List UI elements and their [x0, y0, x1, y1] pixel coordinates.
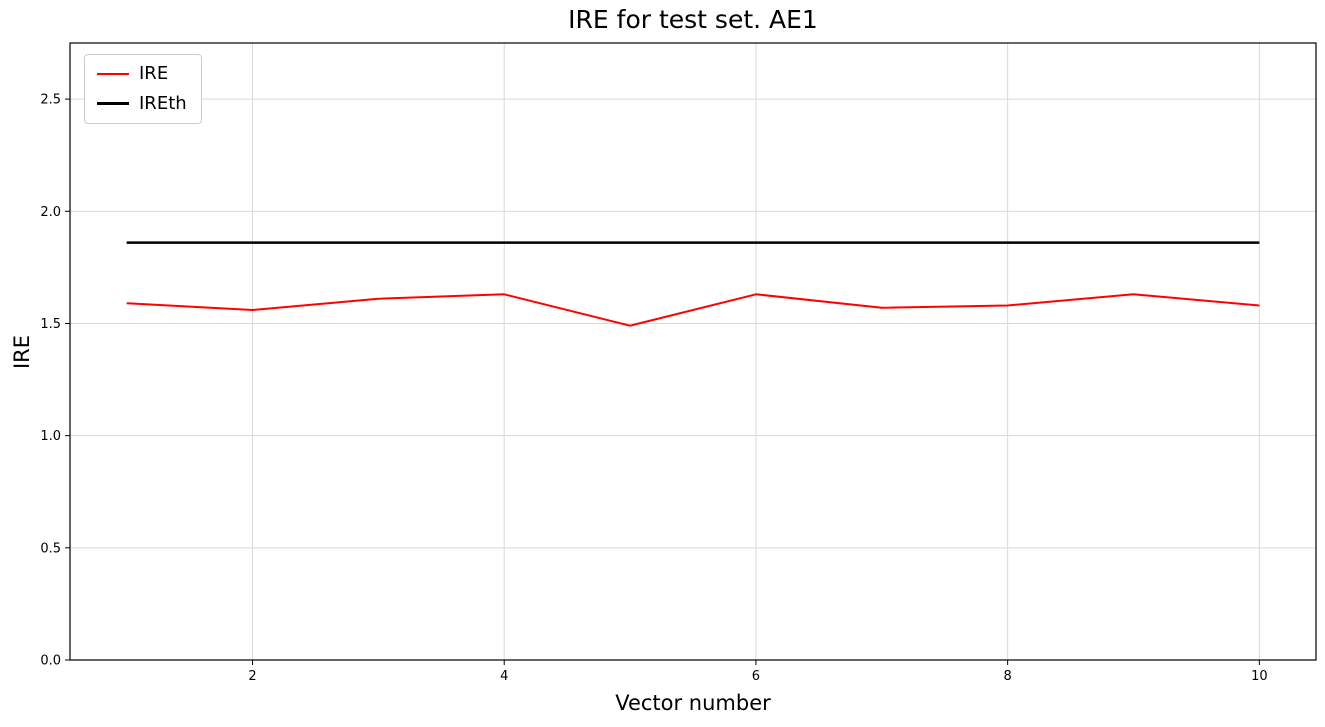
- series-line-ire: [126, 293, 1260, 327]
- legend: IRE IREth: [84, 54, 202, 124]
- chart-title: IRE for test set. AE1: [568, 5, 818, 34]
- legend-line-sample-ire: [97, 72, 129, 75]
- y-tick-label: 0.0: [40, 654, 61, 669]
- x-tick-label: 6: [752, 669, 760, 684]
- y-tick-label: 2.5: [40, 93, 61, 108]
- legend-label-ireth: IREth: [139, 92, 187, 114]
- y-axis-label: IRE: [10, 334, 34, 370]
- legend-item-ire: IRE: [97, 64, 187, 84]
- x-tick-label: 4: [500, 669, 508, 684]
- legend-label-ire: IRE: [139, 63, 169, 84]
- legend-item-ireth: IREth: [97, 92, 187, 114]
- y-tick-label: 1.0: [40, 429, 61, 444]
- x-tick-label: 2: [248, 669, 256, 684]
- x-tick-label: 8: [1004, 669, 1012, 684]
- plot-frame: [69, 42, 1317, 661]
- y-tick-label: 1.5: [40, 317, 61, 332]
- x-tick-label: 10: [1251, 669, 1268, 684]
- x-axis-label: Vector number: [615, 691, 771, 715]
- y-tick-label: 2.0: [40, 205, 61, 220]
- y-tick-label: 0.5: [40, 541, 61, 556]
- legend-line-sample-ireth: [97, 102, 129, 105]
